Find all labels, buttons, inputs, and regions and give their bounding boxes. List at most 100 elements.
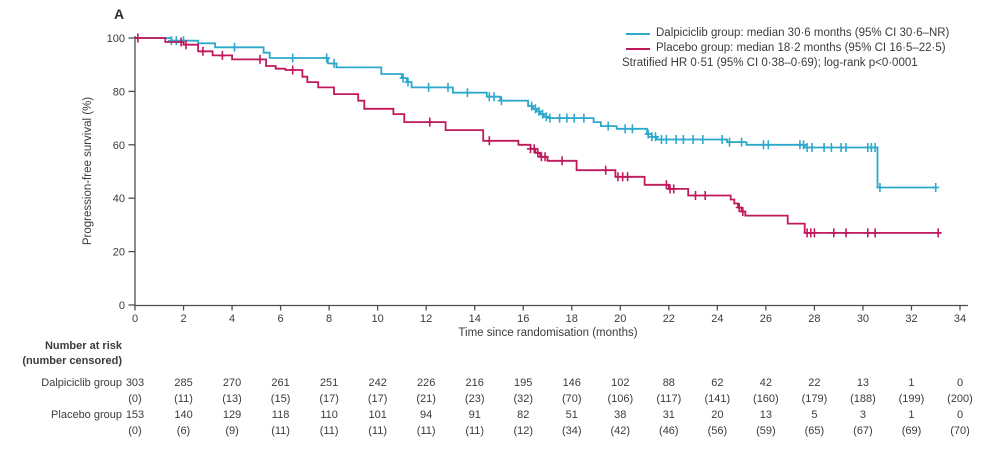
risk-cell-at_risk: 195: [514, 377, 533, 389]
censor-mark: [542, 112, 550, 122]
y-tick-label: 0: [119, 300, 125, 312]
risk-cell-at_risk: 153: [125, 409, 145, 421]
censor-mark: [810, 228, 818, 238]
censor-mark: [172, 36, 180, 46]
censor-mark: [231, 42, 238, 52]
censor-mark: [563, 113, 571, 123]
censor-mark: [689, 135, 697, 144]
risk-cell-censored: (42): [610, 425, 631, 437]
risk-cell-at_risk: 1: [908, 377, 915, 389]
censor-mark: [134, 33, 142, 43]
censor-mark: [934, 228, 942, 238]
risk-cell-censored: (160): [753, 393, 779, 405]
risk-cell-censored: (56): [707, 425, 728, 437]
km-curve-placebo: [135, 37, 941, 234]
risk-cell-at_risk: 285: [174, 377, 193, 389]
stratified-hr-note: Stratified HR 0·51 (95% CI 0·38–0·69); l…: [622, 57, 918, 69]
legend-label-dalpiciclib: Dalpiciclib group: median 30·6 months (9…: [656, 27, 950, 39]
censor-mark: [864, 228, 872, 238]
risk-cell-at_risk: 22: [808, 377, 821, 389]
censor-mark: [539, 109, 547, 119]
risk-cell-at_risk: 62: [711, 377, 724, 389]
x-tick-label: 32: [905, 313, 917, 325]
risk-cell-censored: (0): [128, 393, 142, 405]
y-tick-label: 60: [113, 140, 125, 152]
censor-mark: [692, 191, 699, 200]
x-tick-label: 4: [229, 313, 235, 325]
risk-cell-at_risk: 0: [956, 409, 964, 421]
censor-mark: [808, 143, 816, 152]
censor-mark: [932, 183, 940, 192]
censor-mark: [426, 117, 434, 127]
risk-row-label-dalpiciclib: Dalpiciclib group: [41, 377, 122, 389]
risk-cell-censored: (11): [465, 425, 485, 437]
x-tick-label: 0: [132, 313, 138, 325]
censor-mark: [679, 135, 687, 144]
censor-mark: [726, 137, 733, 147]
censor-mark: [735, 203, 743, 212]
censor-mark: [699, 135, 707, 144]
risk-cell-at_risk: 94: [420, 409, 433, 421]
censor-mark: [534, 148, 542, 158]
risk-cell-censored: (15): [270, 393, 291, 405]
risk-cell-censored: (67): [853, 425, 873, 437]
risk-cell-censored: (0): [128, 425, 142, 437]
censor-mark: [404, 77, 412, 87]
censor-mark: [842, 143, 850, 152]
censor-mark: [604, 121, 612, 131]
censor-mark: [541, 152, 549, 162]
risk-cell-censored: (179): [801, 393, 828, 405]
censor-mark: [739, 207, 747, 217]
risk-cell-censored: (69): [901, 425, 922, 437]
censor-mark: [556, 113, 564, 123]
censor-mark: [871, 143, 879, 152]
risk-cell-at_risk: 38: [614, 409, 627, 421]
risk-cell-at_risk: 31: [662, 409, 675, 421]
x-tick-label: 6: [278, 313, 284, 325]
risk-row-label-placebo: Placebo group: [51, 409, 122, 421]
risk-cell-censored: (59): [756, 425, 776, 437]
risk-cell-at_risk: 82: [517, 409, 530, 421]
risk-cell-censored: (65): [804, 425, 825, 437]
risk-cell-at_risk: 0: [956, 377, 964, 389]
risk-cell-at_risk: 226: [416, 377, 436, 389]
risk-cell-at_risk: 146: [562, 377, 581, 389]
risk-cell-at_risk: 51: [565, 409, 578, 421]
x-axis-title: Time since randomisation (months): [458, 327, 638, 339]
x-tick-label: 8: [326, 313, 332, 325]
risk-cell-at_risk: 251: [319, 377, 339, 389]
censor-mark: [444, 82, 452, 92]
censor-mark: [876, 183, 884, 192]
x-tick-label: 12: [420, 313, 432, 325]
risk-cell-censored: (11): [271, 425, 290, 437]
censor-mark: [580, 113, 588, 123]
censor-mark: [218, 50, 226, 60]
censor-mark: [530, 144, 538, 154]
censor-mark: [820, 143, 828, 152]
risk-cell-at_risk: 242: [368, 377, 387, 389]
dalpiciclib-line-swatch: [626, 32, 650, 35]
x-tick-label: 18: [566, 313, 578, 325]
risk-cell-censored: (12): [513, 425, 534, 437]
y-tick-label: 80: [113, 86, 125, 98]
risk-cell-censored: (70): [950, 425, 970, 437]
risk-cell-at_risk: 101: [368, 409, 387, 421]
x-tick-label: 34: [954, 313, 966, 325]
x-tick-label: 14: [469, 313, 481, 325]
censor-mark: [624, 172, 632, 182]
censor-mark: [546, 113, 554, 123]
censor-mark: [558, 156, 566, 166]
risk-cell-at_risk: 216: [465, 377, 484, 389]
legend-entry-dalpiciclib: Dalpiciclib group: median 30·6 months (9…: [622, 26, 949, 41]
censor-mark: [662, 135, 670, 144]
risk-cell-censored: (21): [416, 393, 436, 405]
censor-mark: [182, 40, 190, 50]
risk-cell-censored: (70): [561, 393, 582, 405]
risk-cell-at_risk: 129: [222, 409, 242, 421]
legend: Dalpiciclib group: median 30·6 months (9…: [622, 26, 949, 71]
censor-mark: [531, 104, 539, 114]
risk-cell-censored: (6): [176, 425, 191, 437]
panel-label: A: [114, 6, 125, 22]
censor-mark: [800, 140, 807, 150]
